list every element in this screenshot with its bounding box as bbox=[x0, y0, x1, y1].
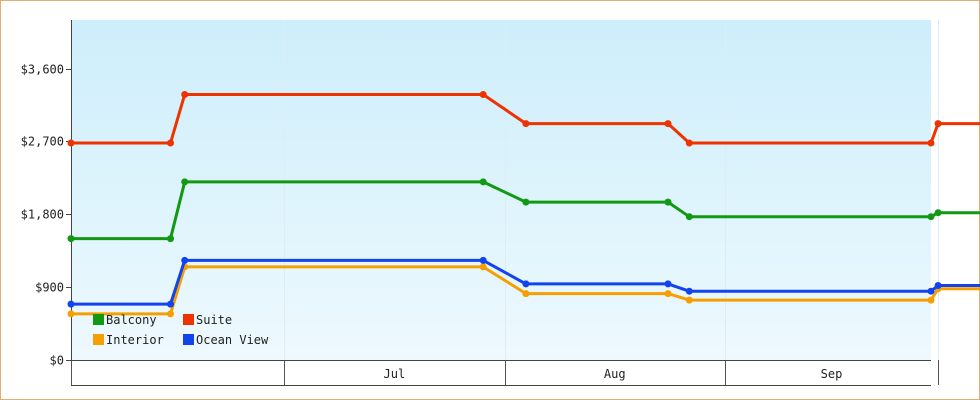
data-point-ocean-view bbox=[67, 300, 75, 308]
series-line-suite bbox=[71, 93, 980, 145]
data-point-balcony bbox=[181, 178, 189, 186]
data-point-ocean-view bbox=[934, 282, 942, 289]
y-tick-label: $1,800 bbox=[21, 208, 64, 222]
data-point-balcony bbox=[167, 235, 174, 243]
data-point-interior bbox=[927, 296, 935, 304]
data-point-suite bbox=[664, 120, 672, 128]
legend-label: Balcony bbox=[106, 313, 157, 327]
data-point-interior bbox=[67, 310, 75, 318]
data-point-balcony bbox=[479, 178, 487, 186]
data-point-ocean-view bbox=[181, 256, 189, 264]
data-point-interior bbox=[685, 296, 693, 304]
series-line-interior bbox=[71, 265, 980, 316]
data-point-interior bbox=[479, 263, 487, 271]
y-tick-label: $900 bbox=[35, 281, 64, 295]
data-point-suite bbox=[934, 120, 942, 128]
data-point-ocean-view bbox=[479, 256, 487, 264]
series-line-ocean-view bbox=[71, 258, 980, 306]
legend-label: Suite bbox=[196, 313, 232, 327]
data-point-balcony bbox=[934, 209, 942, 217]
data-point-suite bbox=[927, 139, 935, 147]
data-point-interior bbox=[664, 290, 672, 298]
x-axis: JulAugSepOctNovDecJanFebMarAprMayJunJulA… bbox=[71, 360, 939, 386]
data-point-suite bbox=[67, 139, 75, 147]
legend-label: Interior bbox=[106, 333, 164, 347]
data-point-suite bbox=[181, 91, 189, 98]
legend-swatch bbox=[93, 334, 104, 345]
data-point-ocean-view bbox=[685, 287, 693, 295]
data-point-ocean-view bbox=[664, 280, 672, 288]
series-layer bbox=[67, 91, 980, 318]
legend: Balcony Suite Interior Ocean View bbox=[93, 313, 269, 347]
data-point-suite bbox=[685, 139, 693, 147]
legend-swatch bbox=[183, 314, 194, 325]
data-point-interior bbox=[522, 290, 530, 298]
x-tick-label: Jul bbox=[384, 367, 406, 381]
data-point-interior bbox=[167, 310, 174, 318]
x-grid bbox=[284, 20, 939, 360]
data-point-ocean-view bbox=[522, 280, 530, 288]
legend-swatch bbox=[93, 314, 104, 325]
legend-label: Ocean View bbox=[196, 333, 269, 347]
x-tick-label: Sep bbox=[821, 367, 843, 381]
y-tick-label: $2,700 bbox=[21, 135, 64, 149]
y-tick-label: $0 bbox=[50, 354, 64, 368]
y-axis: $0 $900 $1,800 $2,700 $3,600 bbox=[21, 20, 72, 385]
data-point-balcony bbox=[685, 213, 693, 221]
data-point-suite bbox=[479, 91, 487, 98]
y-tick-label: $3,600 bbox=[21, 63, 64, 77]
data-point-balcony bbox=[522, 198, 530, 206]
data-point-suite bbox=[167, 139, 174, 147]
data-point-balcony bbox=[927, 213, 935, 221]
data-point-suite bbox=[522, 120, 530, 128]
data-point-balcony bbox=[67, 235, 75, 243]
data-point-ocean-view bbox=[167, 300, 174, 308]
data-point-balcony bbox=[664, 198, 672, 206]
data-point-ocean-view bbox=[927, 287, 935, 295]
legend-swatch bbox=[183, 334, 194, 345]
x-tick-label: Aug bbox=[604, 367, 626, 381]
